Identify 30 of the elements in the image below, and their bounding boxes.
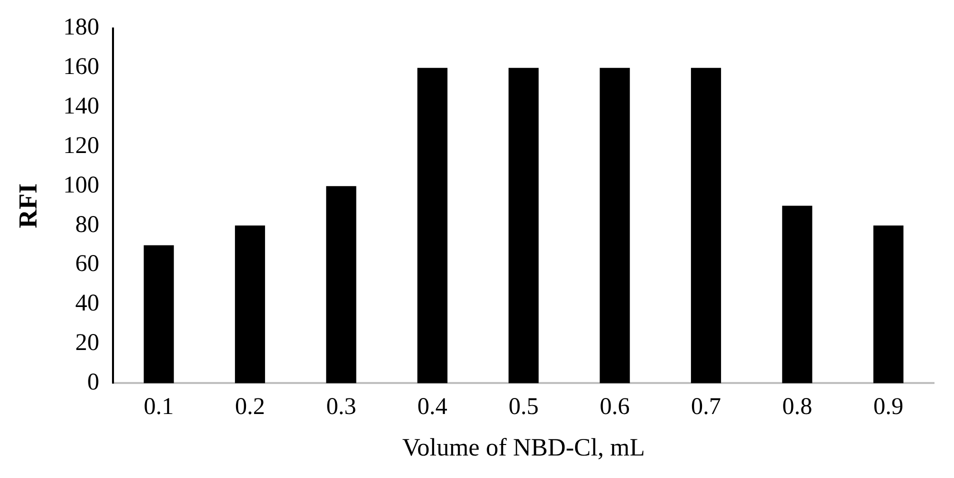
y-axis-title: RFI [13,183,42,228]
x-tick-label: 0.4 [417,394,448,420]
bar [690,68,722,384]
y-tick-label: 180 [63,14,100,41]
bar [326,186,356,384]
x-tick-label: 0.2 [235,394,265,420]
bar [144,245,174,384]
bar [782,206,812,384]
bar [234,226,266,384]
x-tick-label: 0.7 [691,394,721,420]
x-tick-label: 0.9 [873,394,904,420]
x-tick-label: 0.8 [782,394,812,420]
y-tick-label: 60 [75,251,100,278]
x-tick-label: 0.3 [326,394,356,420]
x-tick-label: 0.5 [508,394,539,420]
x-tick-label: 0.6 [600,394,630,420]
x-tick-label: 0.1 [144,394,174,420]
bar [417,68,448,384]
y-tick-label: 40 [75,290,100,317]
y-tick-label: 20 [75,330,100,356]
bar [873,226,904,384]
y-tick-label: 120 [63,132,100,159]
y-tick-label: 80 [75,212,100,238]
bar [508,68,539,384]
y-tick-label: 0 [87,369,100,396]
bar [600,68,630,384]
y-tick-label: 160 [63,54,100,80]
y-tick-label: 140 [63,94,100,120]
x-axis-title: Volume of NBD-Cl, mL [402,434,645,462]
y-tick-label: 100 [63,172,100,198]
